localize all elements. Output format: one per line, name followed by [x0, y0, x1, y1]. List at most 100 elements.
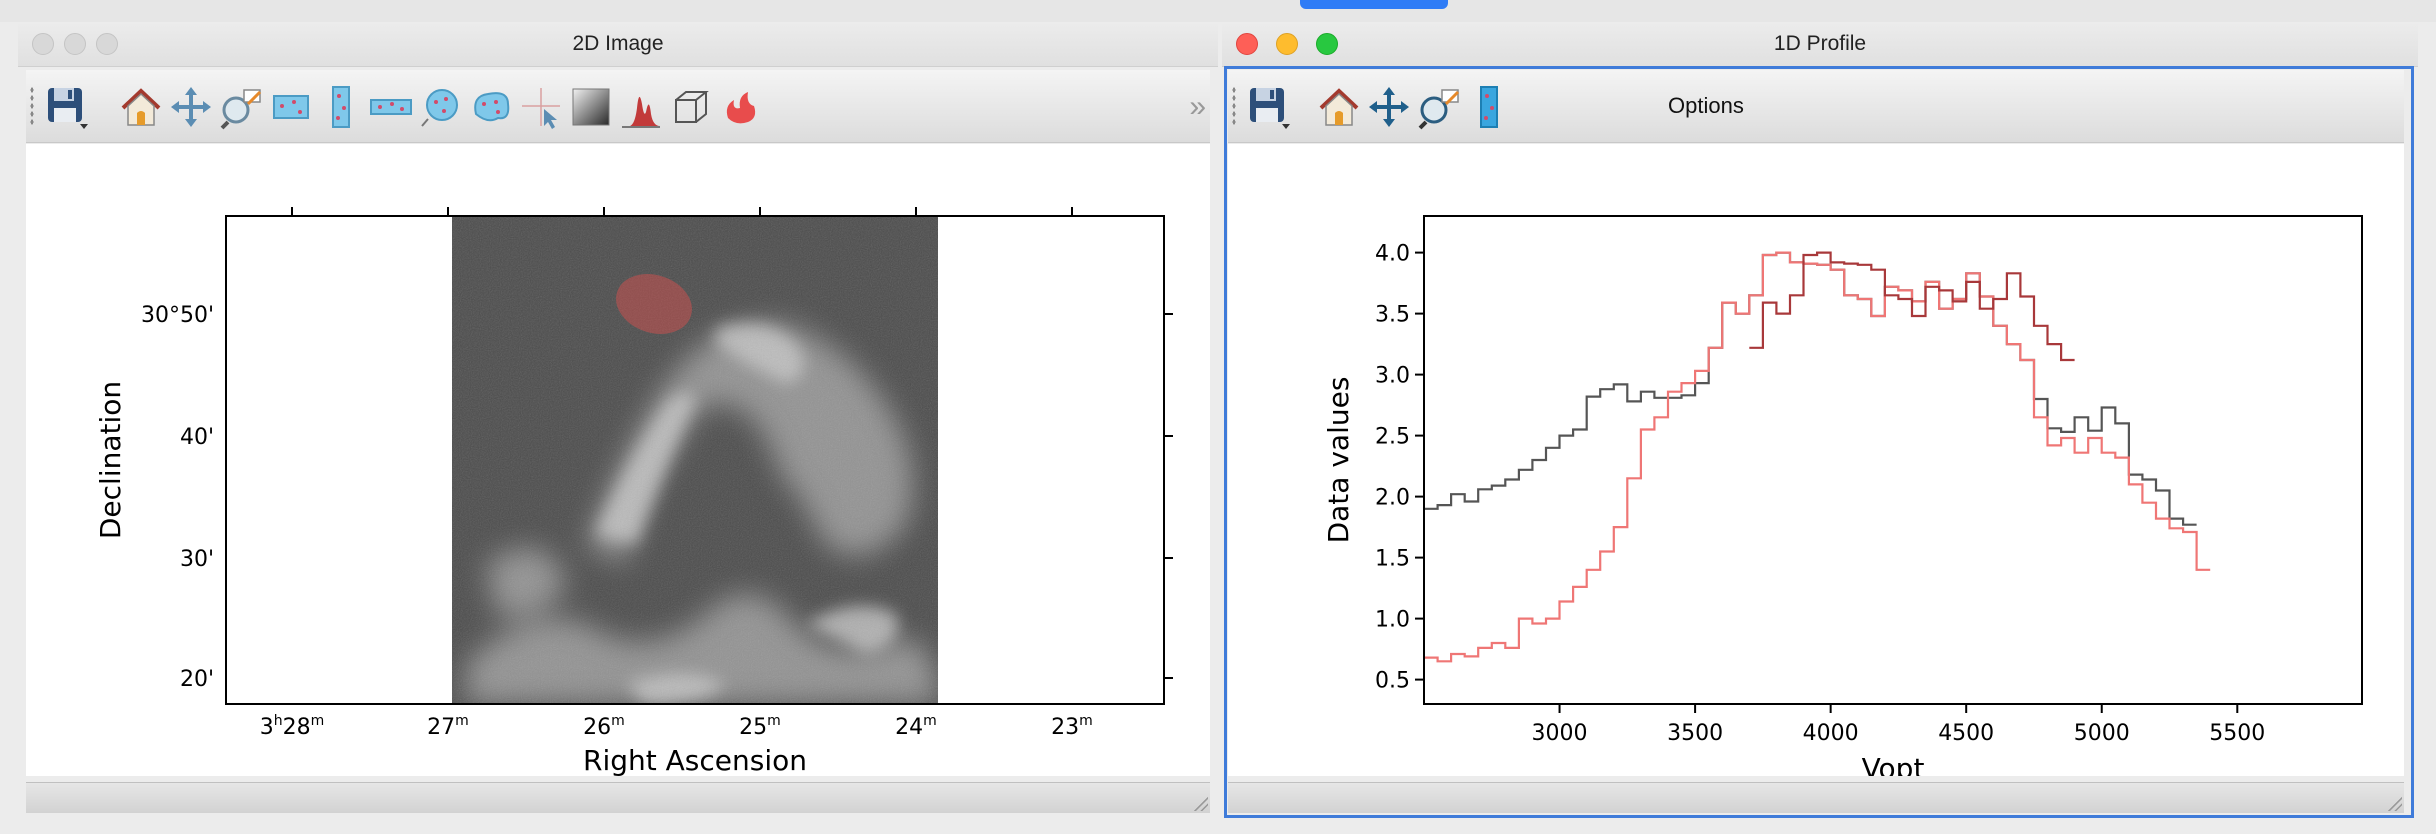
series-line-2	[1749, 251, 2075, 362]
toolbar-grip[interactable]	[1232, 86, 1236, 126]
axes-frame	[225, 215, 1165, 705]
save-button[interactable]	[40, 80, 94, 134]
save-icon	[48, 88, 88, 129]
y-tick-label: 2.0	[1375, 486, 1410, 511]
minimize-window-button[interactable]	[1276, 33, 1298, 55]
top-strip	[0, 0, 2436, 22]
resize-handle[interactable]	[1192, 795, 1208, 811]
home-button[interactable]	[1312, 80, 1366, 134]
histogram-icon	[622, 96, 660, 128]
contrast-icon	[572, 88, 610, 126]
x-tick-label: 3000	[1532, 721, 1588, 746]
y-tick-label: 20'	[180, 667, 214, 692]
x-tick-label: 25m	[739, 713, 781, 740]
x-tick-label: 27m	[427, 713, 469, 740]
minimize-window-button[interactable]	[64, 33, 86, 55]
horizontal-roi-button[interactable]	[364, 80, 418, 134]
profile-series	[1424, 251, 2211, 663]
active-tab-indicator[interactable]	[1300, 0, 1448, 9]
y-tick-label: 1.5	[1375, 547, 1410, 572]
home-button[interactable]	[114, 80, 168, 134]
rectangle-roi-icon	[273, 95, 309, 119]
home-icon	[121, 88, 161, 126]
titlebar[interactable]: 1D Profile	[1222, 22, 2418, 67]
pan-button[interactable]	[1362, 80, 1416, 134]
window-1d-profile: 1D Profile	[1222, 22, 2418, 822]
cube-button[interactable]	[664, 80, 718, 134]
lasso-icon	[726, 92, 756, 124]
vertical-roi-icon	[332, 86, 350, 128]
selection-region[interactable]	[609, 266, 699, 343]
rectangle-roi-button[interactable]	[264, 80, 318, 134]
toolbar-grip[interactable]	[30, 86, 34, 126]
circle-roi-icon	[421, 89, 458, 127]
vertical-roi-button[interactable]	[1462, 80, 1516, 134]
y-tick-label: 30'	[180, 547, 214, 572]
vertical-roi-button[interactable]	[314, 80, 368, 134]
x-tick-label: 23m	[1051, 713, 1093, 740]
crosshair-icon	[522, 88, 560, 129]
save-icon	[1250, 88, 1290, 129]
image-data	[452, 216, 938, 704]
contrast-button[interactable]	[564, 80, 618, 134]
save-button[interactable]	[1242, 80, 1296, 134]
pan-button[interactable]	[164, 80, 218, 134]
vertical-roi-icon	[1480, 86, 1498, 128]
status-bar	[26, 782, 1210, 813]
zoom-button[interactable]	[1412, 80, 1466, 134]
cube-icon	[675, 91, 709, 123]
y-tick-label: 3.0	[1375, 364, 1410, 389]
x-tick-label: 4500	[1938, 721, 1994, 746]
lasso-button[interactable]	[714, 80, 768, 134]
x-tick-label: 5000	[2074, 721, 2130, 746]
y-axis-ticks: 30°50' 40' 30' 20'	[141, 303, 1173, 692]
window-2d-image: 2D Image	[18, 22, 1218, 822]
series-line-1	[1424, 251, 2211, 663]
x-axis-ticks: 3h28m 27m 26m 25m 24m 23m	[260, 207, 1093, 740]
zoom-icon	[220, 89, 262, 130]
profile-toolbar: Options	[1228, 70, 2404, 143]
polygon-roi-icon	[474, 92, 510, 122]
y-axis-label: Declination	[94, 381, 127, 539]
y-tick-label: 4.0	[1375, 242, 1410, 267]
toolbar-overflow-button[interactable]: »	[1189, 90, 1206, 123]
x-axis-label: Vopt	[1862, 752, 1925, 776]
y-tick-label: 1.0	[1375, 608, 1410, 633]
resize-handle[interactable]	[2386, 795, 2402, 811]
x-tick-label: 24m	[895, 713, 937, 740]
titlebar[interactable]: 2D Image	[18, 22, 1218, 67]
y-axis-label: Data values	[1322, 377, 1355, 544]
profile-canvas[interactable]: 3000 3500 4000 4500 5000 5500 0.5 1.0 1.5 2.0 2.5…	[1228, 144, 2404, 776]
home-icon	[1319, 88, 1359, 126]
horizontal-roi-icon	[370, 99, 412, 115]
x-tick-label: 4000	[1803, 721, 1859, 746]
x-axis-label: Right Ascension	[583, 744, 807, 776]
options-menu[interactable]: Options	[1668, 93, 1744, 118]
y-tick-label: 0.5	[1375, 669, 1410, 694]
pan-icon	[171, 87, 211, 127]
crosshair-button[interactable]	[514, 80, 568, 134]
x-tick-label: 5500	[2209, 721, 2265, 746]
x-tick-label: 26m	[583, 713, 625, 740]
axes-frame	[1423, 215, 2363, 705]
profile-plot[interactable]: 3000 3500 4000 4500 5000 5500 0.5 1.0 1.5 2.0 2.5…	[1228, 144, 2404, 776]
zoom-icon	[1418, 89, 1460, 130]
polygon-roi-button[interactable]	[464, 80, 518, 134]
close-window-button[interactable]	[1236, 33, 1258, 55]
close-window-button[interactable]	[32, 33, 54, 55]
pan-icon	[1369, 87, 1409, 127]
window-title: 2D Image	[572, 32, 664, 55]
image-plot[interactable]: 3h28m 27m 26m 25m 24m 23m 30°50' 40' 30' 20' Rig…	[26, 144, 1210, 776]
histogram-button[interactable]	[614, 80, 668, 134]
zoom-window-button[interactable]	[1316, 33, 1338, 55]
zoom-button[interactable]	[214, 80, 268, 134]
image-canvas[interactable]: 3h28m 27m 26m 25m 24m 23m 30°50' 40' 30' 20' Rig…	[26, 144, 1210, 776]
x-axis-ticks: 3000 3500 4000 4500 5000 5500	[1532, 704, 2265, 746]
window-title: 1D Profile	[1773, 32, 1867, 55]
zoom-window-button[interactable]	[96, 33, 118, 55]
y-tick-label: 3.5	[1375, 303, 1410, 328]
x-tick-label: 3500	[1667, 721, 1723, 746]
circle-roi-button[interactable]	[414, 80, 468, 134]
x-tick-label: 3h28m	[260, 713, 325, 740]
y-tick-label: 40'	[180, 425, 214, 450]
